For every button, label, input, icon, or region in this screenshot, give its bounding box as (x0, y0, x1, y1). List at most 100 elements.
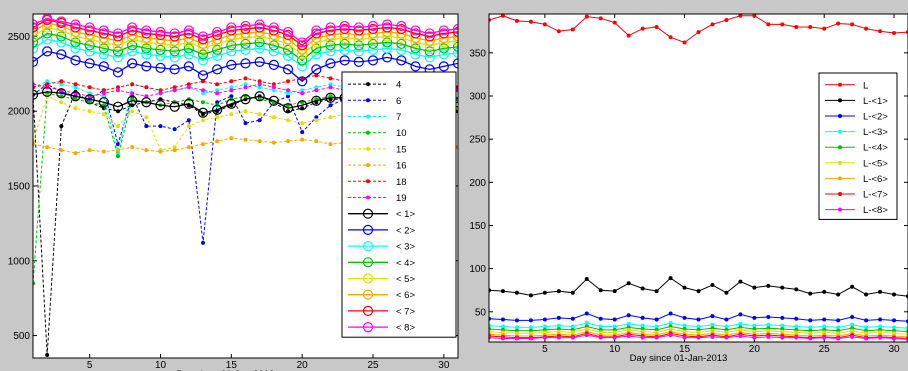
legend-label: < 1> (396, 209, 415, 220)
series-point (59, 82, 64, 87)
series-point (33, 31, 39, 42)
series-point (325, 25, 336, 36)
series-point (229, 79, 234, 84)
series-point (130, 82, 135, 87)
legend-marker (366, 130, 370, 135)
series-point (682, 40, 687, 45)
series-point (183, 43, 194, 54)
legend-marker (838, 160, 842, 165)
series-point (286, 139, 290, 144)
series-point (212, 50, 223, 61)
y-tick-label: 50 (475, 307, 487, 318)
series-point (84, 58, 95, 69)
series-point (328, 82, 333, 87)
series-point (42, 28, 53, 39)
series-point (116, 124, 120, 129)
series-point (297, 61, 308, 72)
series-point (452, 31, 458, 42)
series-point (243, 109, 248, 114)
series-point (612, 20, 617, 25)
series-point (570, 27, 575, 32)
series-point (654, 289, 659, 294)
series-point (155, 62, 166, 73)
x-tick-label: 5 (542, 344, 548, 355)
series-point (353, 56, 364, 67)
legend-marker (838, 192, 842, 196)
series-point (654, 335, 659, 340)
series-point (794, 335, 799, 340)
series-point (752, 14, 757, 18)
series-point (70, 19, 81, 30)
legend-marker (362, 273, 374, 284)
series-point (297, 37, 308, 48)
series-point (70, 91, 81, 102)
series-point (311, 43, 322, 54)
series-point (766, 283, 771, 288)
legend-marker (362, 257, 374, 268)
x-tick-label: 15 (679, 344, 691, 355)
series-point (42, 34, 53, 45)
series-point (169, 52, 180, 63)
series-point (229, 112, 234, 117)
series-point (243, 121, 248, 126)
series-point (254, 19, 265, 30)
axes-box (32, 13, 459, 359)
series-point (640, 286, 645, 291)
series-line-15 (33, 19, 458, 47)
series-point (311, 25, 322, 36)
series-point (584, 321, 589, 326)
series-point (158, 88, 163, 93)
series-point (158, 149, 163, 154)
series-point (328, 115, 333, 120)
series-point (172, 145, 177, 150)
series-point (724, 335, 729, 340)
series-point (229, 85, 234, 90)
y-tick-label: 2000 (8, 107, 31, 118)
legend-marker (838, 145, 842, 150)
series-point (240, 94, 251, 105)
series-point (56, 37, 67, 48)
series-point (42, 86, 53, 97)
series-point (542, 324, 547, 329)
series-point (268, 22, 279, 33)
series-point (45, 79, 50, 84)
series-point (696, 317, 701, 322)
x-tick-label: 5 (87, 360, 93, 371)
series-point (738, 333, 743, 338)
series-point (186, 124, 191, 129)
left-chart: 5 10 15 20 25 30 500 1000 1500 2000 2500 Day since … (8, 13, 459, 371)
series-point (794, 287, 799, 292)
series-point (710, 22, 715, 27)
series-point (612, 324, 617, 329)
series-point (500, 14, 505, 18)
series-line-10 (33, 50, 458, 83)
series-point (212, 26, 223, 38)
series-point (892, 325, 897, 330)
series-point (878, 335, 883, 340)
series-point (127, 22, 138, 33)
series-point (70, 37, 81, 48)
legend-marker (362, 289, 374, 300)
series-point (257, 82, 262, 87)
series-point (766, 322, 771, 327)
legend-label: 19 (396, 193, 407, 204)
series-point (33, 26, 39, 38)
legend-label: < 4> (396, 258, 415, 269)
series-point (271, 115, 276, 120)
series-point (626, 313, 631, 318)
series-point (892, 318, 897, 323)
legend-marker (366, 98, 370, 103)
series-point (87, 148, 92, 153)
series-point (201, 91, 205, 96)
series-point (112, 52, 124, 63)
series-point (339, 23, 350, 35)
series-point (528, 19, 533, 24)
series-point (254, 22, 265, 33)
series-point (254, 56, 265, 67)
series-point (682, 285, 687, 290)
y-tick-label: 150 (469, 221, 486, 232)
legend-label: < 5> (396, 274, 415, 285)
series-point (141, 25, 152, 36)
series-point (682, 315, 687, 320)
series-point (640, 323, 645, 328)
